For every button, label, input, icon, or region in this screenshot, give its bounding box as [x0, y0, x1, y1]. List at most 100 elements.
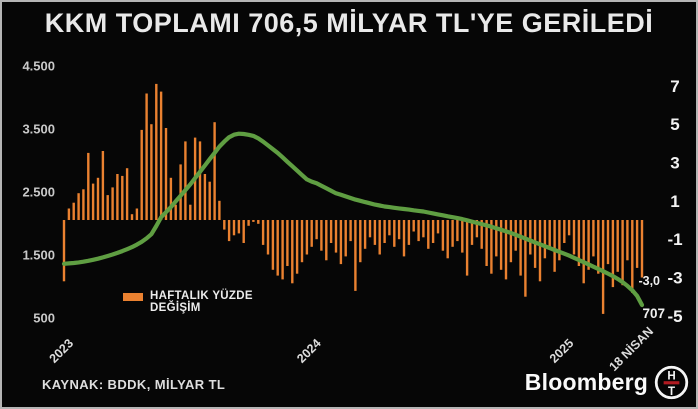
- last-bar-value-label: -3,0: [638, 274, 660, 288]
- weekly-change-bar: [461, 220, 464, 253]
- right-axis-tick: -5: [667, 307, 682, 326]
- weekly-change-bar: [631, 220, 634, 293]
- weekly-change-bar: [62, 220, 66, 282]
- chart-title: KKM TOPLAMI 706,5 MİLYAR TL'YE GERİLEDİ: [44, 8, 654, 38]
- weekly-change-bar: [223, 220, 226, 230]
- weekly-change-bar: [91, 183, 95, 220]
- weekly-change-bar: [130, 214, 134, 220]
- weekly-change-bar: [451, 220, 454, 247]
- weekly-change-bar: [577, 220, 581, 266]
- weekly-change-bar: [524, 220, 527, 297]
- weekly-change-bar: [96, 177, 100, 220]
- weekly-change-bar: [329, 220, 333, 243]
- weekly-change-bar: [621, 220, 624, 286]
- weekly-change-bar: [247, 220, 250, 226]
- weekly-change-bar: [276, 220, 279, 276]
- weekly-change-bar: [252, 220, 255, 222]
- weekly-change-bar: [106, 195, 109, 220]
- weekly-change-bar: [436, 220, 440, 234]
- right-axis-tick: 5: [670, 115, 679, 134]
- weekly-change-bar: [101, 151, 105, 220]
- weekly-change-bar: [203, 174, 207, 220]
- legend: HAFTALIK YÜZDE DEĞİŞİM: [123, 290, 268, 314]
- weekly-change-bar: [626, 220, 629, 261]
- right-axis-tick: -3: [667, 269, 682, 288]
- weekly-change-bar: [242, 220, 245, 243]
- weekly-change-bar: [363, 220, 367, 249]
- weekly-change-bar: [354, 220, 357, 291]
- weekly-change-bar: [359, 220, 362, 263]
- weekly-change-bar: [572, 220, 576, 255]
- weekly-change-bar: [184, 141, 187, 220]
- weekly-change-bar: [121, 175, 124, 220]
- weekly-change-bar: [373, 220, 377, 245]
- weekly-change-bar: [135, 208, 139, 220]
- weekly-change-bar: [504, 220, 508, 280]
- kkm-final-value-label: 707: [642, 306, 665, 321]
- weekly-change-bar: [456, 220, 459, 242]
- weekly-change-bar: [383, 220, 386, 243]
- weekly-change-bar: [412, 220, 415, 232]
- weekly-change-bar: [499, 220, 503, 270]
- weekly-change-bar: [286, 220, 289, 266]
- weekly-change-bar: [529, 220, 532, 255]
- weekly-change-bar: [422, 220, 425, 238]
- weekly-change-bar: [72, 202, 75, 220]
- weekly-change-bar: [543, 220, 547, 259]
- x-axis-tick: 2025: [547, 336, 577, 366]
- weekly-change-bar: [446, 220, 449, 259]
- weekly-change-bar: [150, 124, 153, 220]
- weekly-change-bar: [393, 220, 396, 247]
- weekly-change-bar: [601, 220, 605, 314]
- right-axis-tick: -1: [667, 230, 682, 249]
- weekly-change-bar: [77, 193, 80, 220]
- weekly-change-bar: [587, 220, 590, 270]
- weekly-change-bar: [465, 220, 469, 276]
- weekly-change-bar: [179, 164, 182, 220]
- weekly-change-bar: [548, 220, 551, 247]
- weekly-change-bar: [125, 168, 129, 220]
- weekly-change-bar: [315, 220, 318, 240]
- weekly-change-bar: [67, 208, 71, 220]
- weekly-change-bar: [519, 220, 522, 276]
- weekly-change-bar: [616, 220, 619, 272]
- left-axis-tick: 1.500: [22, 248, 55, 263]
- weekly-change-bar: [339, 220, 343, 265]
- weekly-change-bar: [344, 220, 347, 257]
- weekly-change-bar: [116, 174, 119, 220]
- weekly-change-bar: [495, 220, 498, 257]
- x-axis-tick: 2024: [294, 336, 324, 366]
- weekly-change-bar: [441, 220, 445, 251]
- left-axis-labels: 4.500 3.500 2.500 1.500 500: [22, 59, 55, 326]
- weekly-change-bar: [155, 83, 158, 221]
- weekly-change-bar: [291, 220, 294, 284]
- weekly-change-bar: [261, 220, 265, 245]
- weekly-change-bar: [310, 220, 313, 247]
- weekly-change-bar: [606, 220, 610, 265]
- weekly-change-bar: [509, 220, 513, 263]
- weekly-change-bar: [378, 220, 381, 255]
- ht-logo-icon: H T: [654, 365, 689, 400]
- weekly-change-bar: [635, 220, 639, 268]
- weekly-change-bar: [611, 220, 615, 288]
- weekly-change-bar: [320, 220, 323, 251]
- right-axis-labels: 7 5 3 1 -1 -3 -5: [667, 77, 682, 326]
- weekly-change-bar: [485, 220, 488, 266]
- x-axis-tick: 2023: [47, 336, 77, 366]
- source-note: KAYNAK: BDDK, MİLYAR TL: [42, 377, 226, 392]
- weekly-change-bar: [227, 220, 231, 242]
- weekly-change-bar: [349, 220, 352, 242]
- weekly-change-bar: [198, 141, 202, 220]
- weekly-change-bar: [111, 187, 114, 220]
- left-axis-tick: 4.500: [22, 59, 55, 74]
- weekly-change-bar: [218, 200, 221, 220]
- weekly-change-bar: [475, 220, 479, 238]
- weekly-change-bar: [334, 220, 338, 253]
- legend-label: HAFTALIK YÜZDE DEĞİŞİM: [150, 290, 253, 314]
- weekly-change-bar: [592, 220, 595, 257]
- weekly-change-bar: [397, 220, 401, 240]
- weekly-change-bar: [597, 220, 600, 274]
- weekly-change-bar: [159, 91, 163, 220]
